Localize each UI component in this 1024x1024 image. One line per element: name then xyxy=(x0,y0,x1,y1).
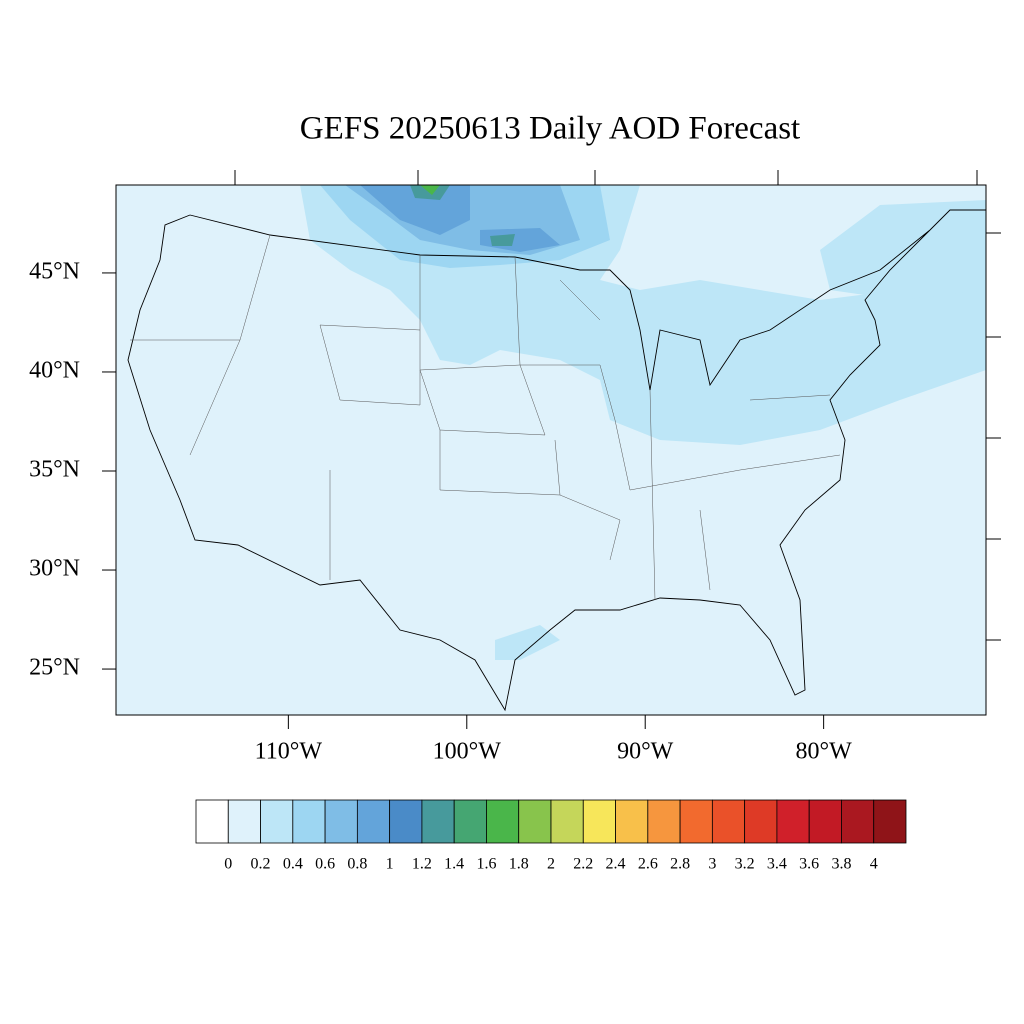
x-tick-label: 80°W xyxy=(796,739,853,765)
colorbar-box xyxy=(615,799,649,844)
x-tick-label: 110°W xyxy=(255,739,323,765)
colorbar-label: 1 xyxy=(386,856,394,873)
colorbar-label: 2.8 xyxy=(670,856,690,873)
colorbar-box xyxy=(647,799,681,844)
y-tick-label: 40°N xyxy=(29,357,80,383)
x-tick-label: 90°W xyxy=(617,739,674,765)
colorbar-label: 0.8 xyxy=(347,856,367,873)
colorbar-box xyxy=(776,799,810,844)
colorbar-label: 3.4 xyxy=(767,856,787,873)
colorbar-box xyxy=(841,799,875,844)
aod-band xyxy=(495,625,560,660)
colorbar-box xyxy=(389,799,423,844)
colorbar-label: 1.4 xyxy=(444,856,464,873)
colorbar-box xyxy=(744,799,778,844)
colorbar-label: 2.6 xyxy=(638,856,658,873)
colorbar-label: 1.2 xyxy=(412,856,432,873)
colorbar-label: 3.2 xyxy=(735,856,755,873)
colorbar-box xyxy=(679,799,713,844)
colorbar-box xyxy=(324,799,358,844)
colorbar-box xyxy=(227,799,261,844)
colorbar-box xyxy=(550,799,584,844)
colorbar-label: 3.8 xyxy=(831,856,851,873)
colorbar-label: 3.6 xyxy=(799,856,819,873)
colorbar-box xyxy=(292,799,326,844)
colorbar-box xyxy=(195,799,229,844)
x-tick-label: 100°W xyxy=(433,739,502,765)
colorbar-label: 0.6 xyxy=(315,856,335,873)
colorbar-box xyxy=(260,799,294,844)
colorbar-box xyxy=(421,799,455,844)
y-tick-label: 45°N xyxy=(29,258,80,284)
aod-band xyxy=(820,200,986,300)
colorbar-box xyxy=(873,799,907,844)
frame-ticks xyxy=(234,170,1001,641)
colorbar-box xyxy=(808,799,842,844)
aod-band xyxy=(420,185,440,195)
colorbar-label: 3 xyxy=(708,856,716,873)
y-tick-label: 30°N xyxy=(29,556,80,582)
colorbar-label: 1.6 xyxy=(476,856,496,873)
y-tick-label: 25°N xyxy=(29,655,80,681)
colorbar-label: 0.2 xyxy=(251,856,271,873)
colorbar-label: 2.2 xyxy=(573,856,593,873)
colorbar-box xyxy=(518,799,552,844)
colorbar-label: 2 xyxy=(547,856,555,873)
map-title: GEFS 20250613 Daily AOD Forecast xyxy=(300,111,800,147)
colorbar-box xyxy=(582,799,616,844)
aod-band xyxy=(410,185,515,246)
map-area xyxy=(116,185,986,715)
colorbar-label: 0.4 xyxy=(283,856,303,873)
colorbar-box xyxy=(356,799,391,844)
colorbar-box xyxy=(453,799,487,844)
colorbar-label: 2.4 xyxy=(606,856,626,873)
map-frame xyxy=(115,184,987,716)
y-tick-label: 35°N xyxy=(29,456,80,482)
colorbar-box xyxy=(711,799,746,844)
colorbar-label: 1.8 xyxy=(509,856,529,873)
colorbar-label: 4 xyxy=(870,856,878,873)
colorbar-box xyxy=(486,799,520,844)
colorbar-label: 0 xyxy=(224,856,232,873)
state-borders xyxy=(130,234,841,601)
